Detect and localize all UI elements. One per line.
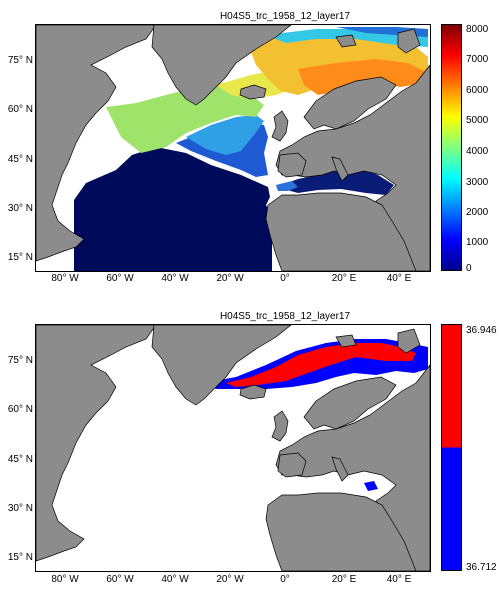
- lat-label-30N-1: 30° N: [7, 203, 33, 214]
- lon-label-80W-1: 80° W: [51, 273, 79, 284]
- lat-label-45N-1: 45° N: [7, 154, 33, 165]
- lon-label-60W-2: 60° W: [106, 574, 134, 585]
- colorbar-1-tick-2000: 2000: [466, 207, 489, 218]
- lon-label-20E-1: 20° E: [331, 273, 357, 284]
- colorbar-1-tick-0: 0: [466, 263, 472, 274]
- colorbar-1-tick-6000: 6000: [466, 85, 489, 96]
- map-panel-2: [35, 324, 431, 572]
- field-med-patch-3: [364, 481, 378, 491]
- land-italy: [331, 156, 349, 182]
- field-transition-cyan: [186, 115, 264, 155]
- field-core-red: [226, 343, 416, 387]
- land-iberia-2: [277, 452, 307, 478]
- land-italy-2: [331, 456, 349, 482]
- land-iberia: [277, 152, 307, 178]
- colorbar-1-tick-5000: 5000: [466, 115, 489, 126]
- land-scandinavia: [303, 76, 397, 130]
- colorbar-1-tick-4000: 4000: [466, 146, 489, 157]
- chart-title-2: H04S5_trc_1958_12_layer17: [219, 311, 351, 322]
- lat-label-75N-1: 75° N: [7, 55, 33, 66]
- lon-label-60W-1: 60° W: [106, 273, 134, 284]
- lon-label-40E-1: 40° E: [386, 273, 412, 284]
- land-africa: [265, 192, 417, 271]
- field-subpolar: [106, 83, 264, 153]
- chart-title-1: H04S5_trc_1958_12_layer17: [219, 11, 351, 22]
- lon-label-80W-2: 80° W: [51, 574, 79, 585]
- lon-label-20W-1: 20° W: [216, 273, 244, 284]
- ocean-field-2: [204, 339, 428, 491]
- lon-label-20W-2: 20° W: [216, 574, 244, 585]
- land-north-america-2: [36, 325, 157, 562]
- land-iceland-2: [239, 384, 267, 400]
- field-med-west: [276, 181, 298, 191]
- colorbar-2: [441, 324, 462, 571]
- land-north-america: [36, 25, 157, 262]
- lon-label-0-1: 0°: [280, 273, 290, 284]
- land-iceland: [239, 84, 267, 100]
- land-british-isles: [271, 110, 289, 142]
- colorbar-1: [441, 24, 462, 271]
- lon-label-20E-2: 20° E: [331, 574, 357, 585]
- colorbar-1-tick-8000: 8000: [466, 24, 489, 35]
- colorbar-1-tick-1000: 1000: [466, 237, 489, 248]
- land-greenland-2: [151, 325, 292, 406]
- map-canvas-2: [36, 325, 430, 571]
- land-svalbard-2: [335, 334, 357, 348]
- lat-label-45N-2: 45° N: [7, 454, 33, 465]
- lat-label-15N-2: 15° N: [7, 552, 33, 563]
- lat-label-15N-1: 15° N: [7, 252, 33, 263]
- lat-label-60N-1: 60° N: [7, 104, 33, 115]
- colorbar-1-tick-7000: 7000: [466, 54, 489, 65]
- land-british-isles-2: [271, 410, 289, 442]
- lon-label-40W-1: 40° W: [161, 273, 189, 284]
- lat-label-60N-2: 60° N: [7, 404, 33, 415]
- colorbar-2-tick-min: 36.712: [466, 562, 497, 573]
- land-masses-2: [36, 325, 430, 571]
- land-svalbard: [335, 34, 357, 48]
- land-novaya-zemlya-2: [397, 328, 421, 354]
- lon-label-40E-2: 40° E: [386, 574, 412, 585]
- land-masses-1: [36, 25, 430, 271]
- field-mediterranean: [276, 167, 394, 195]
- field-subtropical: [74, 147, 272, 271]
- lat-label-30N-2: 30° N: [7, 503, 33, 514]
- colorbar-2-tick-max: 36.946: [466, 325, 497, 336]
- lat-label-75N-2: 75° N: [7, 355, 33, 366]
- map-panel-1: [35, 24, 431, 272]
- land-greenland: [151, 25, 292, 106]
- map-canvas-1: [36, 25, 430, 271]
- land-novaya-zemlya: [397, 28, 421, 54]
- land-scandinavia-2: [303, 376, 397, 430]
- colorbar-1-tick-3000: 3000: [466, 177, 489, 188]
- lon-label-0-2: 0°: [280, 574, 290, 585]
- land-africa-2: [265, 492, 417, 571]
- lon-label-40W-2: 40° W: [161, 574, 189, 585]
